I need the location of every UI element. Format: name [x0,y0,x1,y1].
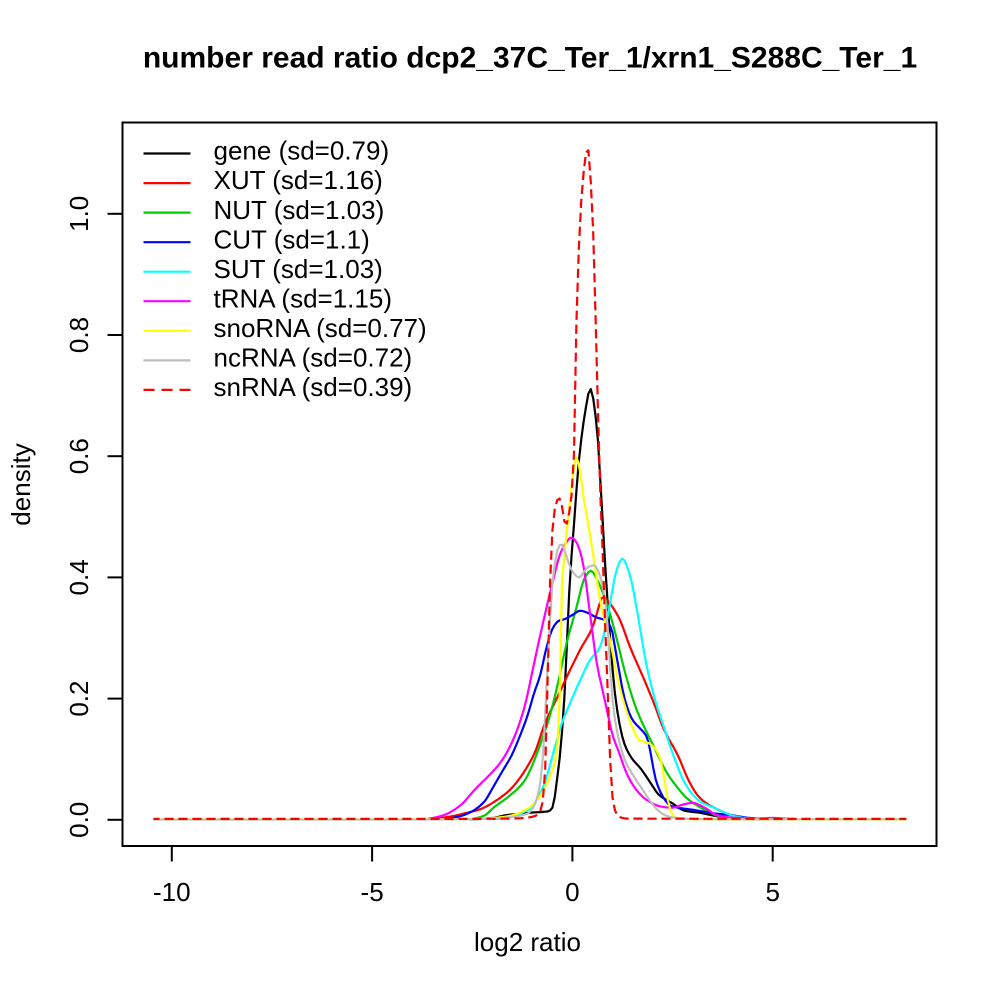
svg-text:XUT (sd=1.16): XUT (sd=1.16) [214,165,383,195]
svg-text:0.0: 0.0 [64,802,94,838]
svg-text:log2 ratio: log2 ratio [474,927,581,957]
svg-text:0.2: 0.2 [64,681,94,717]
svg-text:0.4: 0.4 [64,559,94,595]
svg-text:0.6: 0.6 [64,438,94,474]
svg-text:gene (sd=0.79): gene (sd=0.79) [214,136,390,166]
svg-text:density: density [6,443,36,525]
svg-text:1.0: 1.0 [64,196,94,232]
svg-text:0.8: 0.8 [64,317,94,353]
svg-text:SUT (sd=1.03): SUT (sd=1.03) [214,254,383,284]
svg-text:NUT (sd=1.03): NUT (sd=1.03) [214,195,385,225]
svg-text:0: 0 [565,877,579,907]
svg-text:-10: -10 [153,877,191,907]
svg-text:ncRNA (sd=0.72): ncRNA (sd=0.72) [214,343,413,373]
svg-text:CUT (sd=1.1): CUT (sd=1.1) [214,224,370,254]
svg-text:5: 5 [765,877,779,907]
svg-text:snRNA (sd=0.39): snRNA (sd=0.39) [214,372,413,402]
svg-text:tRNA (sd=1.15): tRNA (sd=1.15) [214,283,392,313]
svg-text:number read ratio dcp2_37C_Ter: number read ratio dcp2_37C_Ter_1/xrn1_S2… [143,42,917,75]
svg-text:-5: -5 [361,877,384,907]
svg-text:snoRNA (sd=0.77): snoRNA (sd=0.77) [214,313,427,343]
